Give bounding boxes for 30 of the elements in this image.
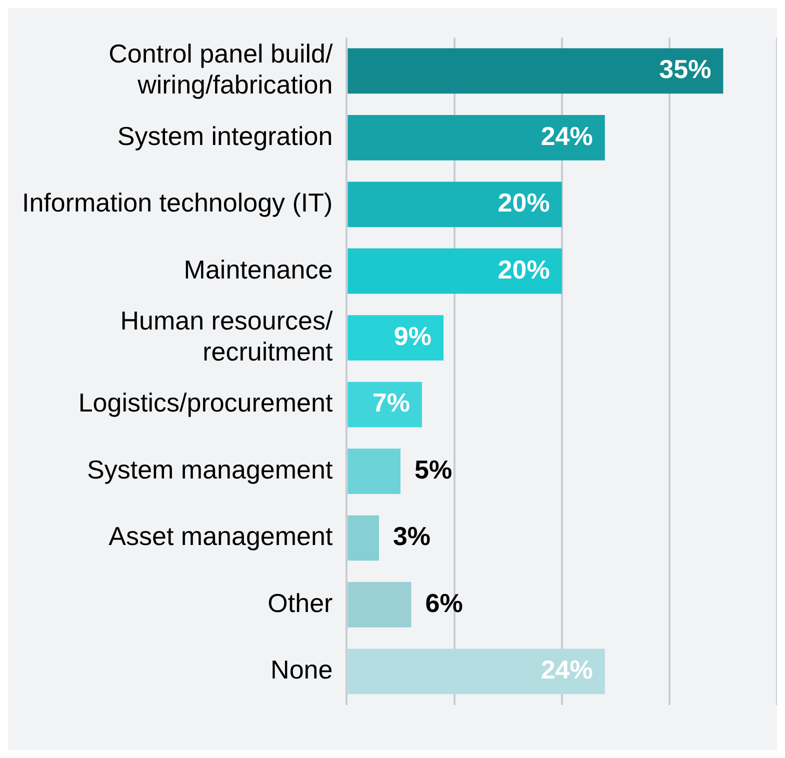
data-label: 7% [372,388,410,418]
data-label: 24% [540,120,593,151]
data-label: 6% [425,588,463,618]
data-label: 20% [498,254,550,284]
y-tick-label: System integration [117,120,333,151]
data-label: 24% [540,654,593,685]
y-tick-label: Information technology (IT) [22,188,333,218]
y-tick-label: Other [268,588,334,618]
bar [348,48,724,94]
bar [348,448,400,494]
bar [348,248,562,294]
bar [348,382,422,428]
bar [348,648,605,694]
y-tick-label: Logistics/procurement [78,388,334,418]
y-tick-label: Human resources/ recruitment [120,305,334,367]
y-tick-label: Maintenance [184,254,333,284]
data-label: 3% [392,521,431,552]
bar [348,582,412,628]
bar [348,114,605,160]
y-tick-label: System management [87,454,334,484]
data-label: 35% [659,54,712,84]
y-tick-label: None [270,654,333,685]
bar [348,315,444,361]
y-tick-label: Control panel build/ wiring/fabrication [108,38,334,100]
bar [348,515,379,561]
y-tick-label: Asset management [108,521,334,552]
data-label: 9% [394,321,432,352]
data-label: 20% [498,188,550,218]
data-label: 5% [414,454,452,484]
bar [348,182,562,228]
